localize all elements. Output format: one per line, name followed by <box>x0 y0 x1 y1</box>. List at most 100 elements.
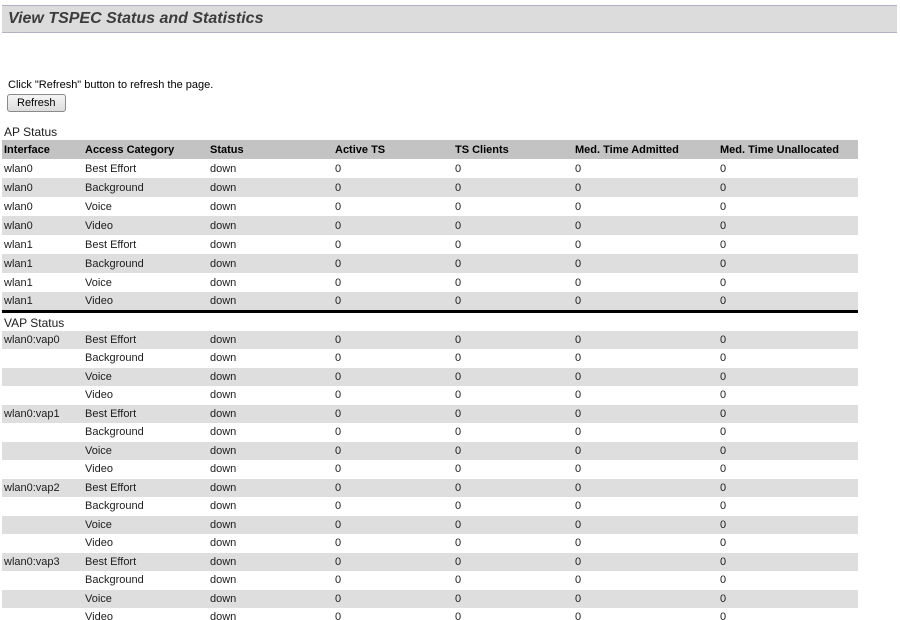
table-cell: down <box>208 404 333 423</box>
table-cell: down <box>208 292 333 311</box>
table-cell: 0 <box>720 276 727 289</box>
table-cell: 0 <box>718 254 858 273</box>
table-cell: 0 <box>718 478 858 497</box>
table-cell: 0 <box>455 574 462 587</box>
table-cell: wlan0:vap3 <box>2 552 83 571</box>
table-cell: 0 <box>718 589 858 608</box>
table-cell <box>2 497 83 516</box>
table-cell: 0 <box>720 500 727 513</box>
table-cell <box>2 349 83 368</box>
table-cell: Best Effort <box>83 330 208 349</box>
table-cell: down <box>208 515 333 534</box>
vap-status-label: VAP Status <box>4 315 65 330</box>
column-header: Status <box>208 140 333 159</box>
column-header: Med. Time Admitted <box>573 140 718 159</box>
table-cell: Video <box>85 611 113 620</box>
table-cell: down <box>210 352 237 365</box>
table-cell: down <box>210 500 237 513</box>
table-cell: 0 <box>455 162 462 175</box>
table-cell: 0 <box>575 162 582 175</box>
table-cell: wlan0:vap1 <box>2 404 83 423</box>
table-cell: 0 <box>575 352 582 365</box>
table-cell: 0 <box>720 352 727 365</box>
table-cell: down <box>208 330 333 349</box>
table-cell: 0 <box>575 463 582 476</box>
table-cell <box>2 441 83 460</box>
table-cell: down <box>208 254 333 273</box>
table-cell: 0 <box>335 162 342 175</box>
table-cell <box>2 589 83 608</box>
table-cell: 0 <box>720 389 727 402</box>
table-cell: down <box>210 276 237 289</box>
table-cell: 0 <box>573 292 718 311</box>
table-cell: down <box>210 238 237 251</box>
ap-table-header-row: Interface Access Category Status Active TS T… <box>2 140 858 159</box>
column-header: Access Category <box>83 140 208 159</box>
table-row: Voice down 0 0 0 0 <box>2 441 858 460</box>
table-cell <box>2 367 83 386</box>
table-cell: down <box>208 589 333 608</box>
table-cell: Background <box>85 574 144 587</box>
table-cell: 0 <box>453 404 573 423</box>
refresh-button[interactable]: Refresh <box>7 94 66 112</box>
table-cell: 0 <box>455 611 462 620</box>
table-cell: 0 <box>573 330 718 349</box>
table-cell <box>2 534 83 553</box>
table-cell: 0 <box>573 178 718 197</box>
table-row: Video down 0 0 0 0 <box>2 534 858 553</box>
table-cell: 0 <box>573 367 718 386</box>
table-cell: 0 <box>333 216 453 235</box>
table-cell: 0 <box>573 478 718 497</box>
table-cell: 0 <box>333 515 453 534</box>
page-root: View TSPEC Status and Statistics Click "… <box>0 5 900 620</box>
table-cell: wlan1 <box>4 238 33 251</box>
table-cell: 0 <box>720 611 727 620</box>
table-cell: 0 <box>335 500 342 513</box>
table-cell: 0 <box>335 426 342 439</box>
table-row: wlan0 Background down 0 0 0 0 <box>2 178 858 197</box>
table-cell: 0 <box>575 426 582 439</box>
table-cell: 0 <box>333 292 453 311</box>
table-cell: Voice <box>83 367 208 386</box>
table-cell: 0 <box>575 276 582 289</box>
table-cell: 0 <box>575 611 582 620</box>
table-cell: 0 <box>455 500 462 513</box>
table-row: wlan0:vap0 Best Effort down 0 0 0 0 <box>2 330 858 349</box>
table-cell: 0 <box>718 178 858 197</box>
table-cell: 0 <box>453 216 573 235</box>
table-row: wlan1 Background down 0 0 0 0 <box>2 254 858 273</box>
table-cell: 0 <box>575 389 582 402</box>
table-cell: 0 <box>453 292 573 311</box>
table-row: Voice down 0 0 0 0 <box>2 367 858 386</box>
table-row: Video down 0 0 0 0 <box>2 460 858 479</box>
table-cell: wlan0 <box>4 162 33 175</box>
table-cell: down <box>208 441 333 460</box>
table-cell: 0 <box>455 352 462 365</box>
table-cell: 0 <box>333 478 453 497</box>
table-cell: 0 <box>573 404 718 423</box>
table-cell: 0 <box>333 254 453 273</box>
table-row: Background down 0 0 0 0 <box>2 423 858 442</box>
table-cell: wlan1 <box>2 254 83 273</box>
table-cell <box>2 460 83 479</box>
refresh-instruction: Click "Refresh" button to refresh the pa… <box>8 79 214 91</box>
table-cell: 0 <box>335 537 342 550</box>
table-cell: 0 <box>718 330 858 349</box>
table-row: wlan0 Best Effort down 0 0 0 0 <box>2 159 858 178</box>
table-cell: wlan1 <box>4 276 33 289</box>
table-cell: wlan1 <box>2 292 83 311</box>
table-cell: 0 <box>573 515 718 534</box>
table-row: wlan1 Voice down 0 0 0 0 <box>2 273 858 292</box>
table-row: wlan0:vap3 Best Effort down 0 0 0 0 <box>2 552 858 571</box>
table-cell: 0 <box>455 537 462 550</box>
ap-status-label: AP Status <box>4 125 58 139</box>
table-cell: 0 <box>573 254 718 273</box>
table-cell: 0 <box>575 537 582 550</box>
table-row: wlan1 Best Effort down 0 0 0 0 <box>2 235 858 254</box>
table-cell: Video <box>83 292 208 311</box>
table-cell: 0 <box>333 589 453 608</box>
table-cell: 0 <box>453 515 573 534</box>
column-header: Med. Time Unallocated <box>718 140 858 159</box>
table-row: Background down 0 0 0 0 <box>2 349 858 368</box>
table-cell: 0 <box>453 254 573 273</box>
